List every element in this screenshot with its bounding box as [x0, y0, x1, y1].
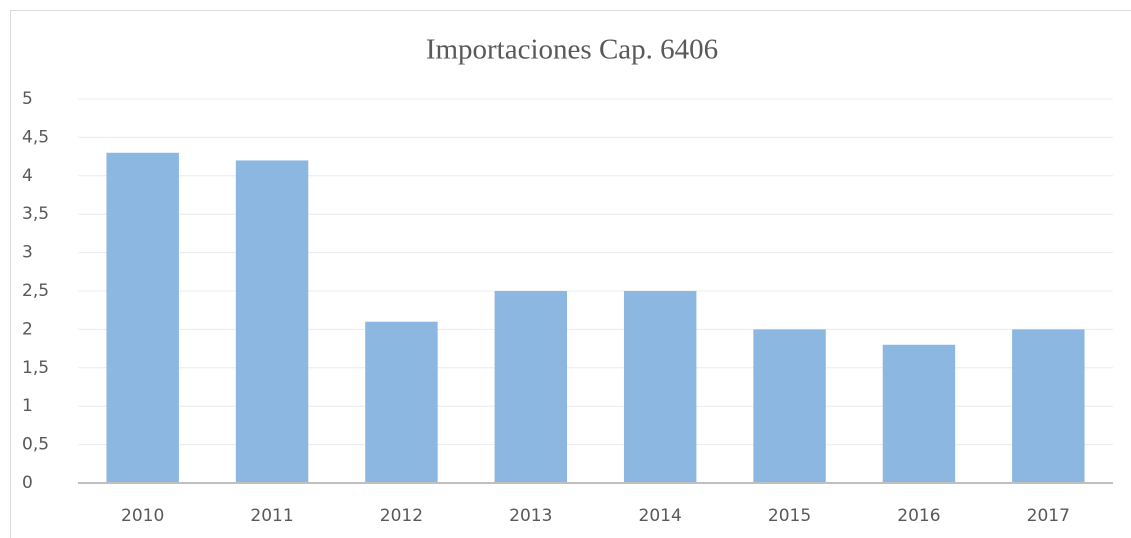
bar — [882, 344, 956, 483]
x-tick-label: 2014 — [639, 506, 682, 526]
bar — [106, 152, 179, 483]
y-tick-label: 5 — [22, 89, 33, 109]
x-tick-label: 2010 — [121, 506, 164, 526]
y-tick-label: 0,5 — [22, 435, 49, 455]
x-tick-label: 2015 — [768, 506, 811, 526]
bar — [753, 329, 826, 483]
x-tick-label: 2012 — [380, 506, 423, 526]
y-tick-label: 3,5 — [22, 204, 49, 224]
bar — [1012, 329, 1085, 483]
y-tick-label: 4 — [22, 166, 33, 186]
x-tick-label: 2017 — [1027, 506, 1070, 526]
bar — [235, 160, 309, 483]
chart-title: Importaciones Cap. 6406 — [426, 34, 718, 66]
x-tick-label: 2011 — [250, 506, 293, 526]
y-tick-label: 1,5 — [22, 358, 49, 378]
y-tick-label: 2 — [22, 319, 33, 339]
bar — [365, 321, 438, 483]
y-tick-label: 1 — [22, 396, 33, 416]
bar — [494, 291, 568, 483]
x-tick-label: 2016 — [897, 506, 940, 526]
y-tick-label: 3 — [22, 243, 33, 263]
y-tick-label: 0 — [22, 473, 33, 493]
x-tick-label: 2013 — [509, 506, 552, 526]
y-tick-label: 2,5 — [22, 281, 49, 301]
bar — [623, 291, 697, 483]
y-tick-label: 4,5 — [22, 127, 49, 147]
